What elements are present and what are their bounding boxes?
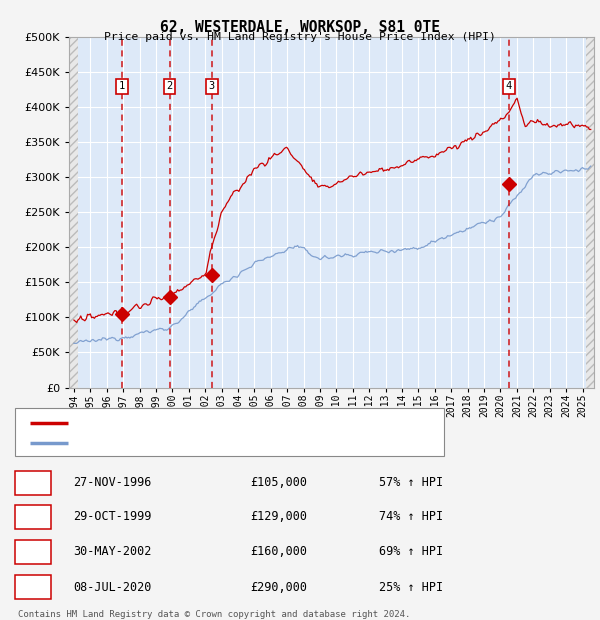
Text: Contains HM Land Registry data © Crown copyright and database right 2024.: Contains HM Land Registry data © Crown c… xyxy=(18,610,410,619)
Text: 30-MAY-2002: 30-MAY-2002 xyxy=(74,546,152,559)
Text: 27-NOV-1996: 27-NOV-1996 xyxy=(74,476,152,489)
FancyBboxPatch shape xyxy=(15,575,51,600)
FancyBboxPatch shape xyxy=(15,505,51,529)
FancyBboxPatch shape xyxy=(15,471,51,495)
Text: 2: 2 xyxy=(166,81,173,91)
Text: 3: 3 xyxy=(209,81,215,91)
Text: £160,000: £160,000 xyxy=(250,546,307,559)
Text: 25% ↑ HPI: 25% ↑ HPI xyxy=(379,581,443,594)
Text: 4: 4 xyxy=(506,81,512,91)
Text: 1: 1 xyxy=(119,81,125,91)
Text: 62, WESTERDALE, WORKSOP, S81 0TE (detached house): 62, WESTERDALE, WORKSOP, S81 0TE (detach… xyxy=(77,418,395,428)
Text: 62, WESTERDALE, WORKSOP, S81 0TE: 62, WESTERDALE, WORKSOP, S81 0TE xyxy=(160,20,440,35)
Text: 69% ↑ HPI: 69% ↑ HPI xyxy=(379,546,443,559)
Text: 29-OCT-1999: 29-OCT-1999 xyxy=(74,510,152,523)
Text: 57% ↑ HPI: 57% ↑ HPI xyxy=(379,476,443,489)
Text: 3: 3 xyxy=(29,546,37,559)
Text: 74% ↑ HPI: 74% ↑ HPI xyxy=(379,510,443,523)
Bar xyxy=(586,37,594,387)
Text: 1: 1 xyxy=(29,476,37,489)
Bar xyxy=(69,37,78,387)
Text: 08-JUL-2020: 08-JUL-2020 xyxy=(74,581,152,594)
Text: £129,000: £129,000 xyxy=(250,510,307,523)
Text: £290,000: £290,000 xyxy=(250,581,307,594)
Text: 2: 2 xyxy=(29,510,37,523)
Text: £105,000: £105,000 xyxy=(250,476,307,489)
FancyBboxPatch shape xyxy=(15,408,444,456)
Text: Price paid vs. HM Land Registry's House Price Index (HPI): Price paid vs. HM Land Registry's House … xyxy=(104,32,496,42)
FancyBboxPatch shape xyxy=(15,540,51,564)
Text: HPI: Average price, detached house, Bassetlaw: HPI: Average price, detached house, Bass… xyxy=(77,438,369,448)
Text: 4: 4 xyxy=(29,581,37,594)
